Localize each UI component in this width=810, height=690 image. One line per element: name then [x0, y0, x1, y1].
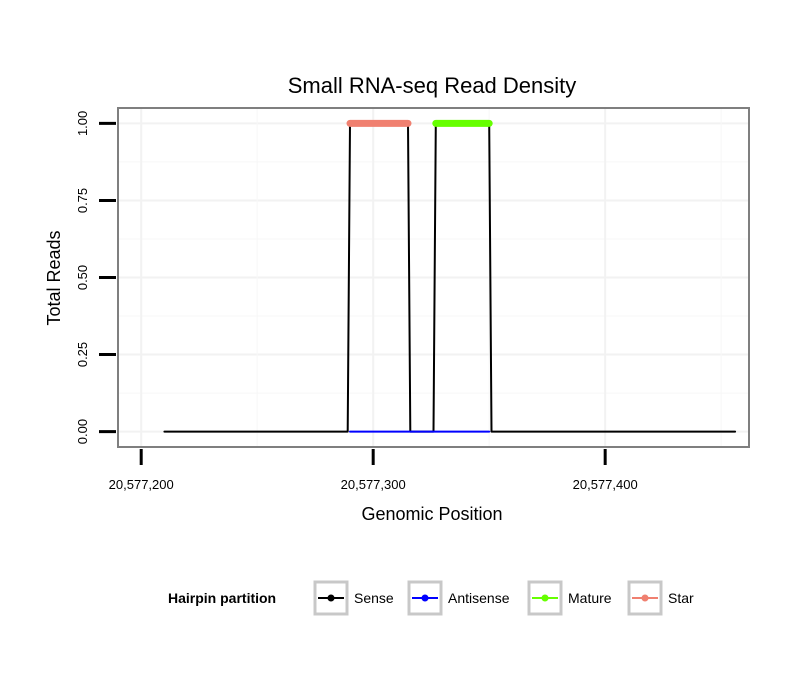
chart-title: Small RNA-seq Read Density [288, 73, 577, 98]
x-axis-title: Genomic Position [361, 504, 502, 524]
legend-label: Star [668, 590, 694, 606]
plot-panel-border [117, 107, 750, 448]
legend-item-antisense: Antisense [407, 580, 510, 616]
series-layer [163, 119, 737, 433]
x-tick-label: 20,577,300 [341, 477, 406, 492]
y-tick-label: 1.00 [75, 111, 90, 136]
y-axis: 0.00 0.25 0.50 0.75 1.00 [75, 111, 116, 444]
x-axis: 20,577,200 20,577,300 20,577,400 [109, 449, 638, 492]
x-tick-label: 20,577,200 [109, 477, 174, 492]
y-tick-label: 0.75 [75, 188, 90, 213]
legend: Hairpin partition Sense Antisense Mature St… [168, 580, 694, 616]
legend-key-point [541, 594, 549, 602]
legend-key-point [641, 594, 649, 602]
legend-item-star: Star [627, 580, 694, 616]
y-tick-label: 0.25 [75, 342, 90, 367]
legend-title: Hairpin partition [168, 590, 276, 606]
legend-item-mature: Mature [527, 580, 612, 616]
legend-key-point [421, 594, 429, 602]
legend-item-sense: Sense [313, 580, 394, 616]
legend-label: Antisense [448, 590, 510, 606]
x-tick-label: 20,577,400 [573, 477, 638, 492]
y-tick-label: 0.00 [75, 419, 90, 444]
legend-label: Sense [354, 590, 394, 606]
legend-key-point [327, 594, 335, 602]
y-axis-title: Total Reads [44, 230, 64, 325]
legend-label: Mature [568, 590, 612, 606]
y-tick-label: 0.50 [75, 265, 90, 290]
